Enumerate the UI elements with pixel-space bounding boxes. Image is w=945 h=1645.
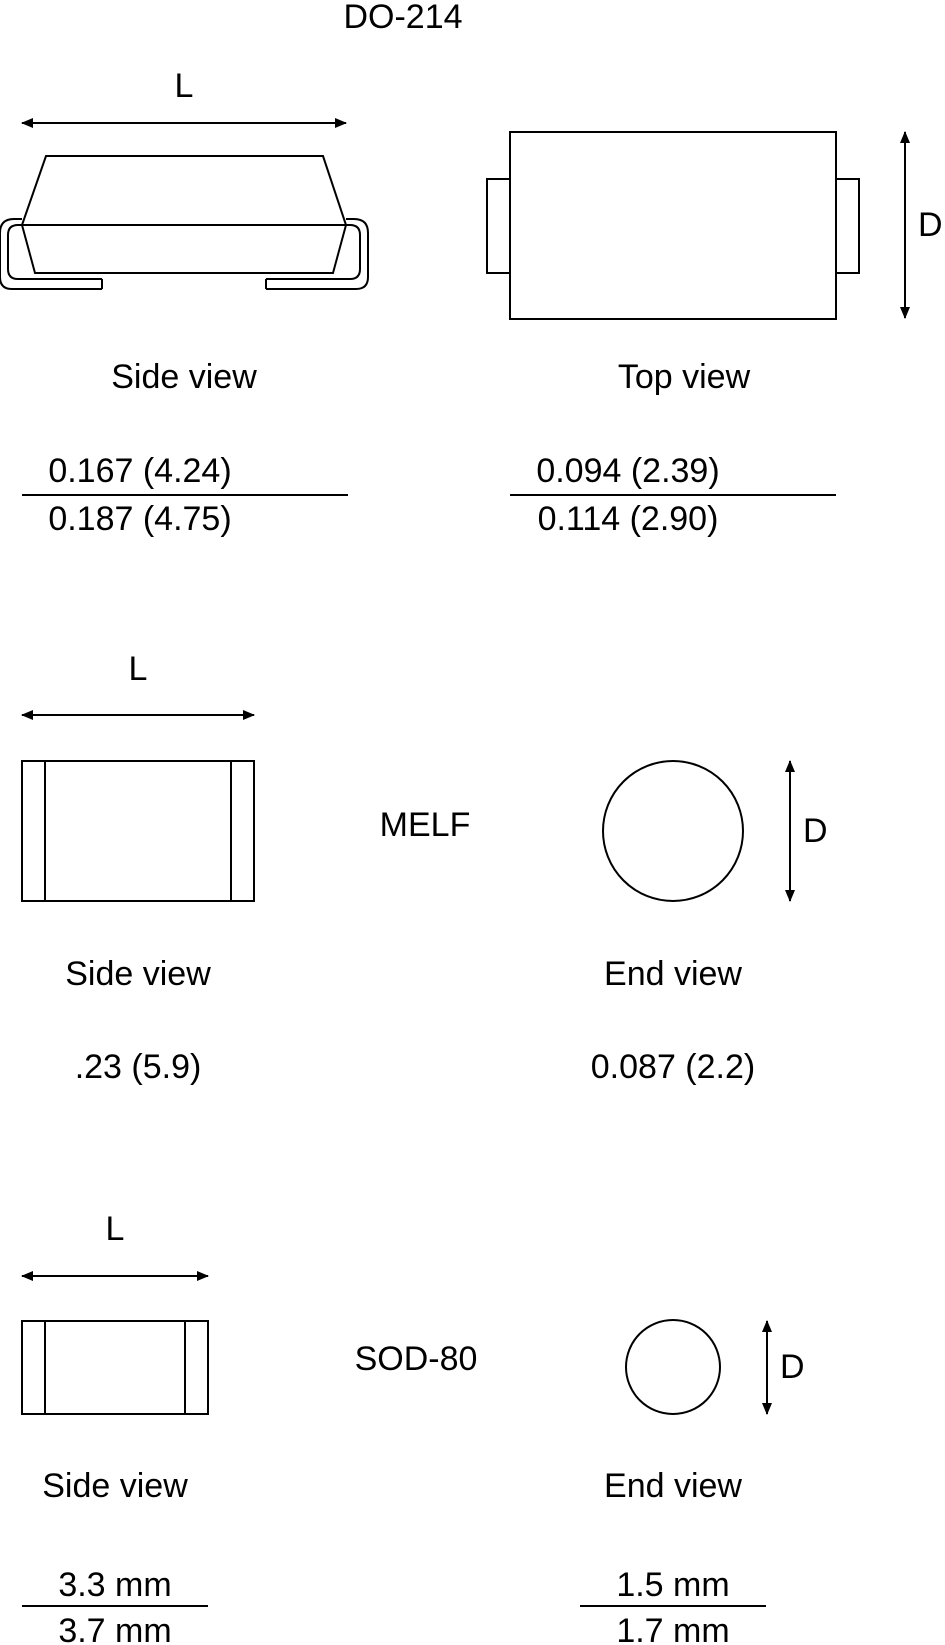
melf-end-view-circle xyxy=(602,760,744,902)
do214-right-lead xyxy=(266,224,361,280)
sod80-side-view-drawing xyxy=(21,1320,209,1415)
do214-length-symbol: L xyxy=(175,67,194,105)
do214-length-min: 0.167 (4.24) xyxy=(48,452,231,490)
do214-right-lead-inner xyxy=(266,218,369,290)
sod80-diameter-symbol: D xyxy=(780,1348,805,1386)
do214-diameter-max: 0.114 (2.90) xyxy=(538,500,719,538)
sod80-diameter-min: 1.5 mm xyxy=(616,1566,729,1604)
sod80-side-view-label: Side view xyxy=(42,1467,188,1505)
sod80-length-symbol: L xyxy=(106,1210,125,1248)
melf-body xyxy=(21,760,255,902)
do214-side-view-drawing xyxy=(0,155,369,290)
sod80-length-max: 3.7 mm xyxy=(58,1612,171,1645)
sod80-end-view-label: End view xyxy=(604,1467,742,1505)
sod80-diameter-max: 1.7 mm xyxy=(616,1612,729,1645)
sod80-end-view-circle xyxy=(625,1319,721,1415)
do214-top-right-tab xyxy=(834,178,860,274)
sod80-package-name: SOD-80 xyxy=(355,1340,478,1378)
do214-top-body xyxy=(509,131,837,320)
sod80-body xyxy=(21,1320,209,1415)
do214-left-lead-inner xyxy=(0,218,102,290)
do214-top-view-drawing xyxy=(486,131,860,320)
do214-section: DO-214 L D Side view Top view 0.167 (4.2… xyxy=(0,0,943,538)
do214-diameter-min: 0.094 (2.39) xyxy=(536,452,719,490)
do214-top-left-tab xyxy=(486,178,512,274)
do214-diameter-symbol: D xyxy=(918,206,943,244)
do214-top-view-label: Top view xyxy=(618,358,751,396)
melf-section: L MELF D Side view End view .23 (5.9) 0.… xyxy=(21,650,828,1086)
melf-diameter-symbol: D xyxy=(803,812,828,850)
melf-length-symbol: L xyxy=(129,650,148,688)
melf-package-name: MELF xyxy=(380,806,471,844)
do214-side-view-label: Side view xyxy=(111,358,257,396)
do214-body-bottom xyxy=(20,224,348,274)
melf-side-view-label: Side view xyxy=(65,955,211,993)
do214-package-name: DO-214 xyxy=(343,0,462,36)
do214-length-max: 0.187 (4.75) xyxy=(48,500,231,538)
do214-body-top xyxy=(20,155,348,226)
melf-side-view-drawing xyxy=(21,760,255,902)
sod80-length-min: 3.3 mm xyxy=(58,1566,171,1604)
do214-left-lead xyxy=(7,224,102,280)
sod80-section: L SOD-80 D Side view End view 3.3 mm 3.7… xyxy=(21,1210,805,1645)
melf-length-value: .23 (5.9) xyxy=(75,1048,202,1086)
melf-end-view-label: End view xyxy=(604,955,742,993)
melf-diameter-value: 0.087 (2.2) xyxy=(591,1048,755,1086)
